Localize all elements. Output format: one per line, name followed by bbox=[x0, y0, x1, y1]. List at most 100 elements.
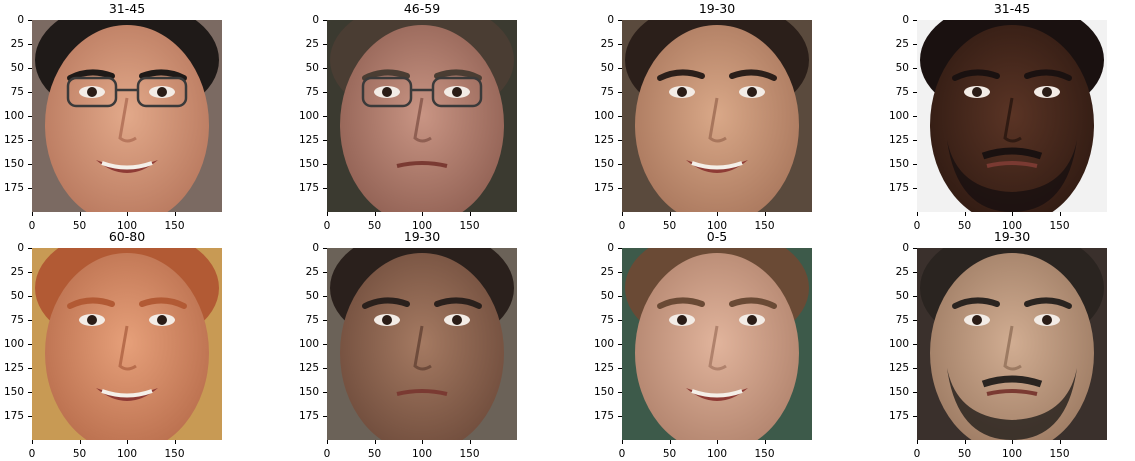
y-tick-label: 25 bbox=[0, 266, 32, 278]
x-tick-label: 150 bbox=[160, 440, 190, 460]
y-tick-label: 25 bbox=[881, 266, 917, 278]
y-tick-label: 50 bbox=[586, 290, 622, 302]
y-tick-label: 100 bbox=[0, 338, 32, 350]
y-tick-label: 100 bbox=[586, 110, 622, 122]
x-tick-label: 50 bbox=[65, 212, 95, 232]
y-tick-label: 0 bbox=[291, 14, 327, 26]
y-tick-label: 25 bbox=[586, 38, 622, 50]
y-tick-label: 0 bbox=[881, 242, 917, 254]
x-tick-label: 0 bbox=[312, 440, 342, 460]
y-tick-label: 150 bbox=[881, 386, 917, 398]
x-tick-label: 0 bbox=[312, 212, 342, 232]
y-tick-label: 50 bbox=[291, 290, 327, 302]
y-tick-label: 175 bbox=[881, 410, 917, 422]
y-tick-label: 75 bbox=[881, 314, 917, 326]
y-tick-label: 175 bbox=[0, 182, 32, 194]
y-tick-label: 150 bbox=[881, 158, 917, 170]
y-tick-label: 75 bbox=[0, 314, 32, 326]
y-tick-label: 100 bbox=[291, 110, 327, 122]
x-tick-label: 50 bbox=[65, 440, 95, 460]
face-panel: 60-80 0 25 50 75 100 125 150 175 0 50 100 150 bbox=[4, 229, 222, 460]
face-image bbox=[327, 248, 517, 440]
face-panel: 19-30 0 25 50 75 100 125 150 175 0 50 100 150 bbox=[594, 1, 812, 232]
y-tick-label: 75 bbox=[881, 86, 917, 98]
x-tick-label: 50 bbox=[360, 440, 390, 460]
face-panel: 31-45 0 25 50 75 100 125 150 175 0 50 100 150 bbox=[4, 1, 222, 232]
x-tick-label: 50 bbox=[655, 212, 685, 232]
y-tick-label: 125 bbox=[0, 134, 32, 146]
x-tick-label: 50 bbox=[655, 440, 685, 460]
panel-title: 19-30 bbox=[698, 1, 736, 16]
face-image bbox=[622, 248, 812, 440]
y-tick-label: 175 bbox=[586, 410, 622, 422]
face-image bbox=[32, 248, 222, 440]
x-tick-label: 150 bbox=[455, 440, 485, 460]
y-tick-label: 50 bbox=[0, 62, 32, 74]
y-tick-label: 175 bbox=[586, 182, 622, 194]
panel-title: 0-5 bbox=[706, 229, 728, 244]
y-tick-label: 100 bbox=[291, 338, 327, 350]
x-tick-label: 0 bbox=[902, 440, 932, 460]
y-tick-label: 75 bbox=[586, 314, 622, 326]
panel-title: 31-45 bbox=[993, 1, 1031, 16]
y-tick-label: 75 bbox=[586, 86, 622, 98]
x-tick-label: 100 bbox=[407, 440, 437, 460]
y-tick-label: 0 bbox=[0, 242, 32, 254]
face-panel: 19-30 0 25 50 75 100 125 150 175 0 50 100 150 bbox=[299, 229, 517, 460]
y-tick-label: 25 bbox=[0, 38, 32, 50]
y-tick-label: 125 bbox=[291, 362, 327, 374]
y-tick-label: 50 bbox=[881, 290, 917, 302]
y-tick-label: 150 bbox=[0, 386, 32, 398]
x-tick-label: 50 bbox=[950, 212, 980, 232]
x-tick-label: 100 bbox=[112, 440, 142, 460]
face-panel: 46-59 0 25 50 75 100 125 150 175 0 50 100 150 bbox=[299, 1, 517, 232]
panel-title: 60-80 bbox=[108, 229, 146, 244]
y-tick-label: 100 bbox=[881, 338, 917, 350]
x-tick-label: 150 bbox=[750, 440, 780, 460]
x-tick-label: 0 bbox=[17, 440, 47, 460]
y-tick-label: 125 bbox=[586, 362, 622, 374]
x-tick-label: 150 bbox=[1045, 212, 1075, 232]
x-tick-label: 0 bbox=[17, 212, 47, 232]
face-panel: 0-5 0 25 50 75 100 125 150 175 0 50 100 150 bbox=[594, 229, 812, 460]
y-tick-label: 75 bbox=[0, 86, 32, 98]
y-tick-label: 100 bbox=[0, 110, 32, 122]
y-tick-label: 25 bbox=[291, 38, 327, 50]
x-tick-label: 100 bbox=[112, 212, 142, 232]
x-tick-label: 100 bbox=[407, 212, 437, 232]
x-tick-label: 50 bbox=[360, 212, 390, 232]
face-image bbox=[917, 20, 1107, 212]
y-tick-label: 75 bbox=[291, 314, 327, 326]
x-tick-label: 0 bbox=[607, 212, 637, 232]
y-tick-label: 50 bbox=[0, 290, 32, 302]
panel-title: 19-30 bbox=[993, 229, 1031, 244]
face-image bbox=[32, 20, 222, 212]
y-tick-label: 175 bbox=[881, 182, 917, 194]
y-tick-label: 50 bbox=[881, 62, 917, 74]
y-tick-label: 125 bbox=[586, 134, 622, 146]
y-tick-label: 50 bbox=[586, 62, 622, 74]
y-tick-label: 125 bbox=[0, 362, 32, 374]
y-tick-label: 0 bbox=[881, 14, 917, 26]
y-tick-label: 175 bbox=[291, 410, 327, 422]
x-tick-label: 0 bbox=[607, 440, 637, 460]
x-tick-label: 100 bbox=[997, 440, 1027, 460]
y-tick-label: 175 bbox=[291, 182, 327, 194]
y-tick-label: 100 bbox=[586, 338, 622, 350]
face-image bbox=[327, 20, 517, 212]
x-tick-label: 100 bbox=[702, 212, 732, 232]
y-tick-label: 100 bbox=[881, 110, 917, 122]
face-image bbox=[917, 248, 1107, 440]
y-tick-label: 150 bbox=[586, 386, 622, 398]
y-tick-label: 150 bbox=[0, 158, 32, 170]
y-tick-label: 25 bbox=[586, 266, 622, 278]
y-tick-label: 0 bbox=[586, 14, 622, 26]
face-panel: 31-45 0 25 50 75 100 125 150 175 0 50 100 150 bbox=[889, 1, 1107, 232]
x-tick-label: 150 bbox=[750, 212, 780, 232]
y-tick-label: 150 bbox=[291, 158, 327, 170]
panel-title: 31-45 bbox=[108, 1, 146, 16]
y-tick-label: 75 bbox=[291, 86, 327, 98]
x-tick-label: 150 bbox=[160, 212, 190, 232]
x-tick-label: 150 bbox=[1045, 440, 1075, 460]
